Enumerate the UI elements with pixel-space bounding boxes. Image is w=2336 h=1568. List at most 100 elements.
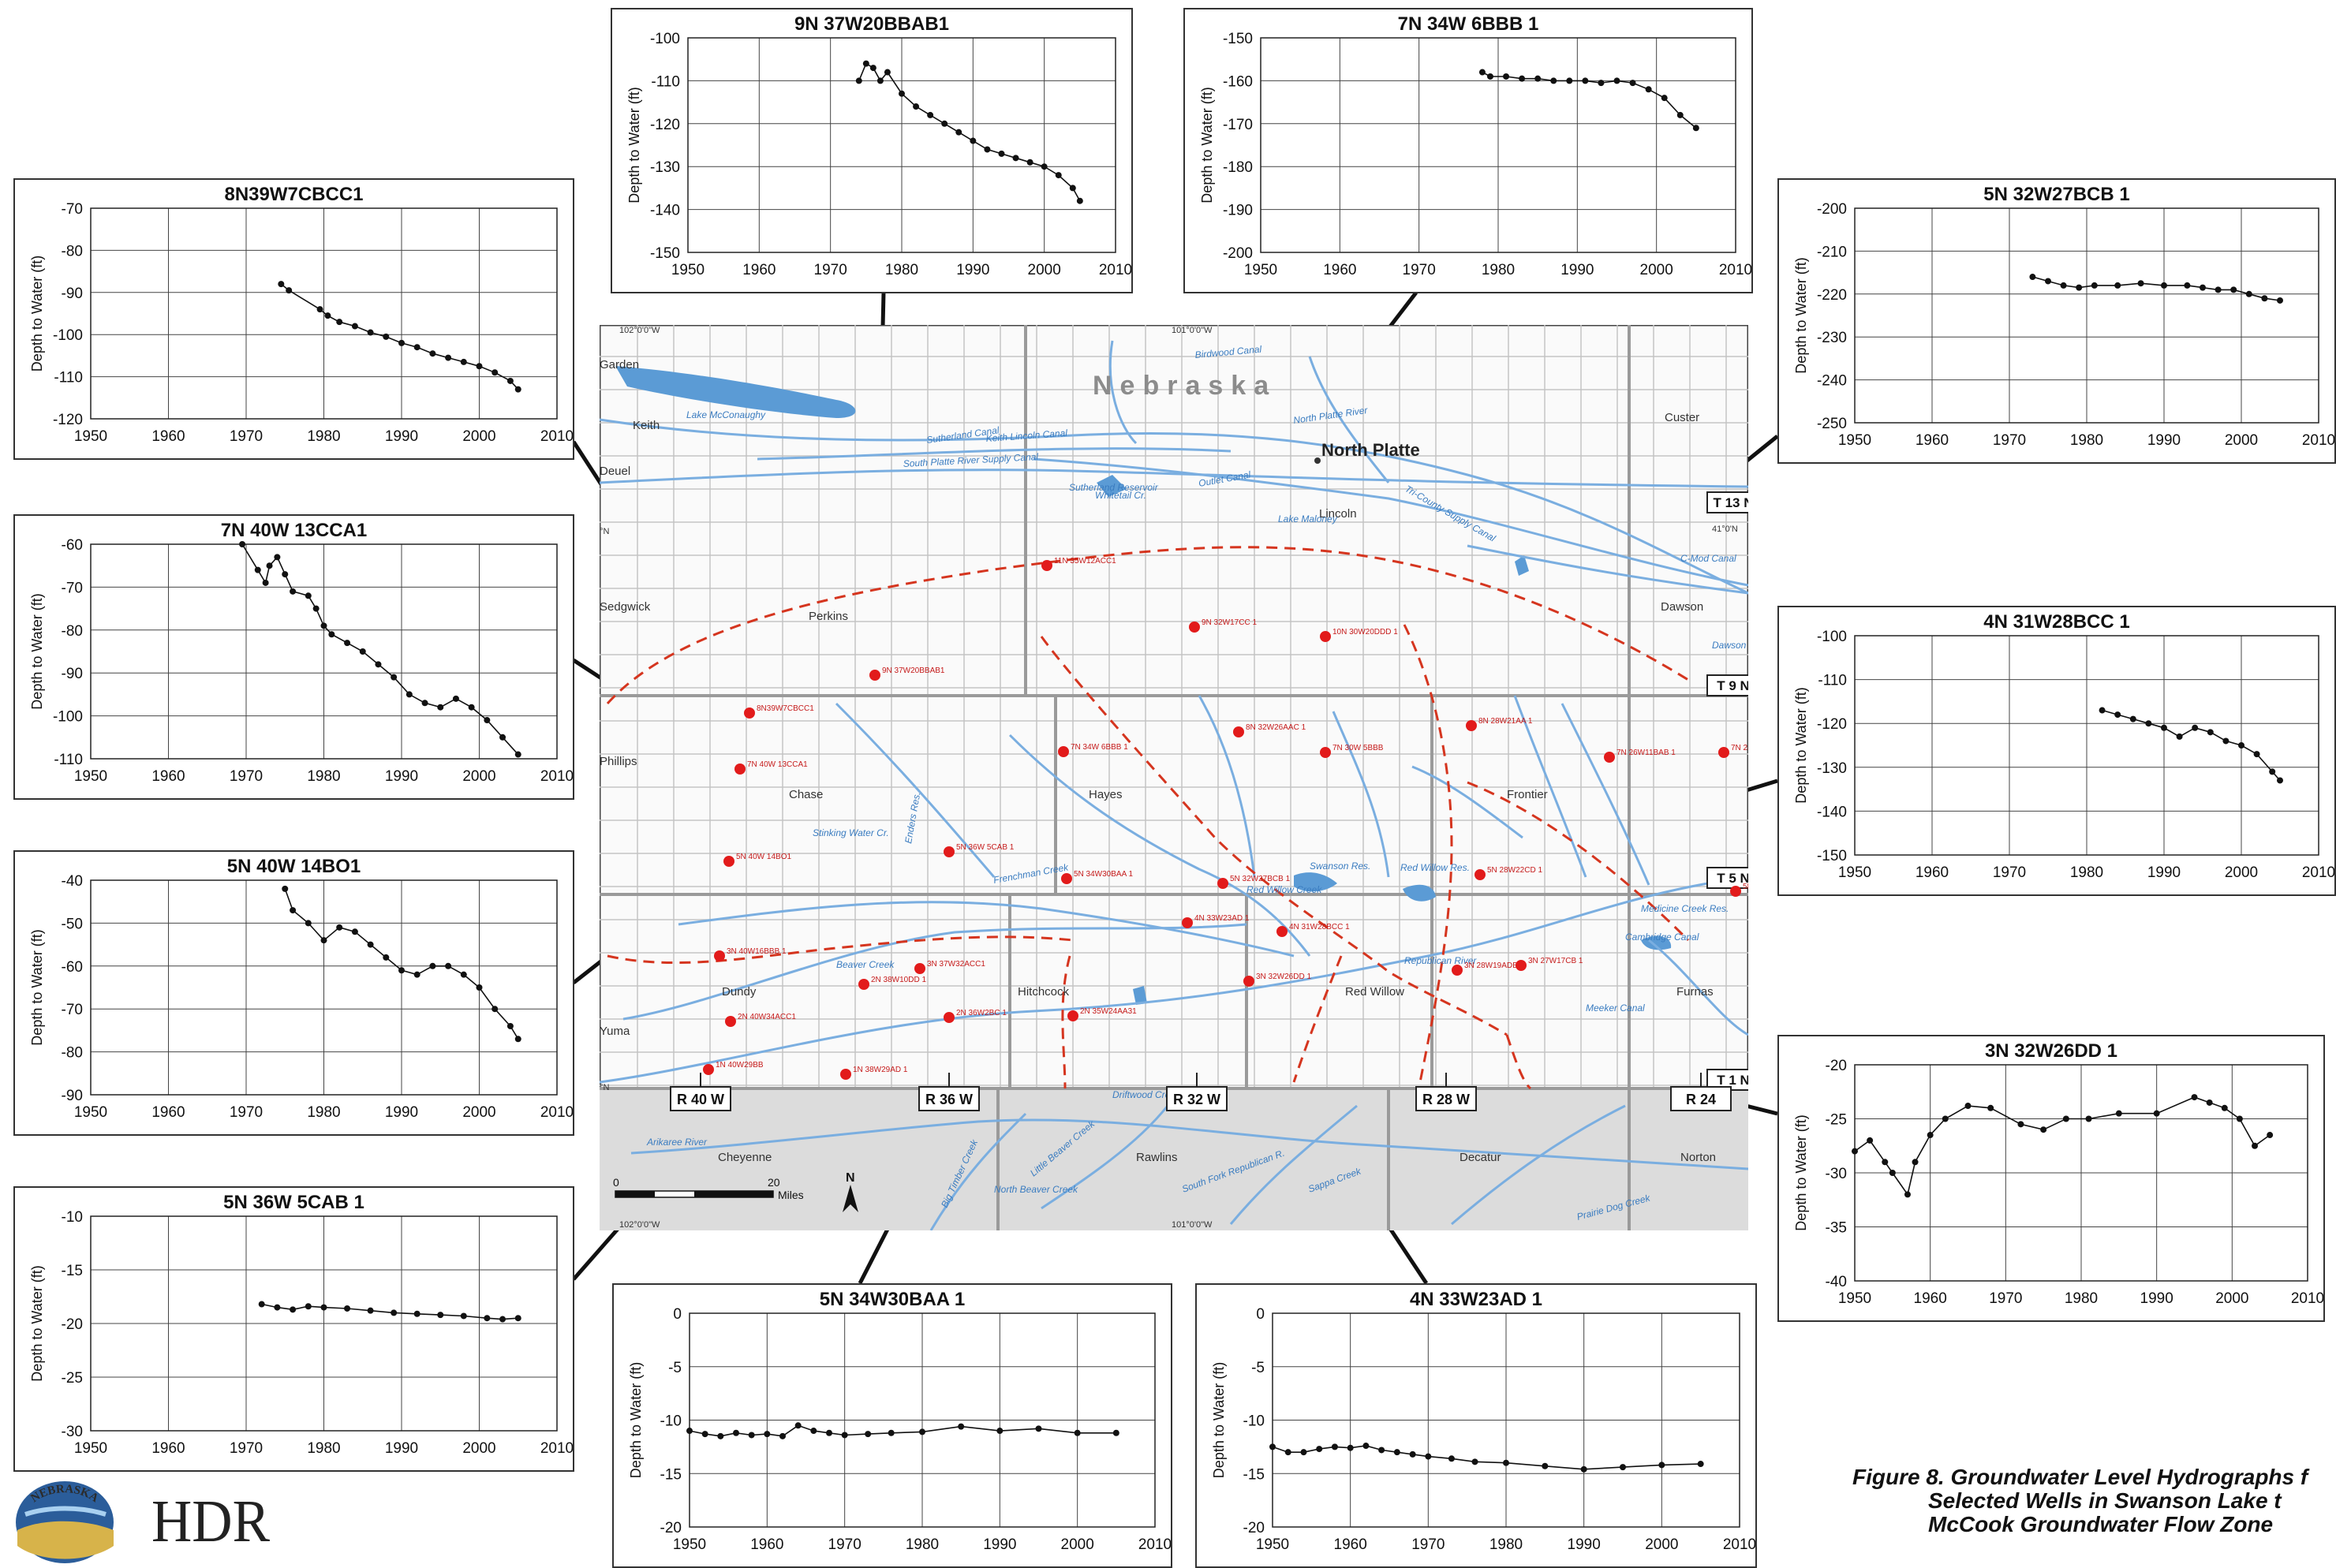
hydrograph-svg: 3N 32W26DD 1 1950 1960 1970 1980 1990 2000 2010…	[1793, 1040, 2323, 1307]
data-point	[984, 146, 991, 153]
township-box	[1706, 491, 1748, 513]
well-point	[1182, 917, 1193, 928]
x-tick-label: 1990	[2147, 864, 2181, 881]
data-point	[514, 1036, 521, 1043]
data-point	[2277, 297, 2283, 304]
water-label: Beaver Creek	[836, 959, 895, 970]
county-label: Garden	[600, 358, 639, 371]
chart-title: 5N 36W 5CAB 1	[223, 1192, 364, 1213]
state-label: Nebraska	[1093, 371, 1276, 401]
x-tick-label: 1990	[385, 1440, 418, 1457]
data-point	[1055, 172, 1062, 179]
plot-frame	[1854, 1064, 2308, 1282]
x-tick-label: 2010	[1723, 1536, 1755, 1553]
y-tick-label: -90	[62, 666, 83, 682]
x-tick-label: 1990	[385, 1104, 418, 1121]
hydrograph-7N34W6BBB1: 7N 34W 6BBB 1 1950 1960 1970 1980 1990 2000 201…	[1183, 8, 1753, 293]
well-label: 7N 30W 5BBB	[1332, 744, 1384, 752]
data-point	[899, 90, 905, 97]
range-label: R 24	[1686, 1092, 1716, 1107]
x-tick-label: 1960	[750, 1536, 783, 1553]
x-tick-label: 1960	[151, 1104, 185, 1121]
y-tick-label: -20	[1243, 1520, 1265, 1536]
graticule-label: 101°0'0"W	[1172, 1220, 1213, 1230]
data-point	[1852, 1148, 1858, 1155]
chart-title: 5N 34W30BAA 1	[820, 1289, 966, 1310]
x-tick-label: 1980	[307, 428, 340, 445]
well-label: 3N 28W19ADB 1	[1464, 961, 1525, 970]
y-tick-label: -70	[62, 580, 83, 596]
county-boundaries	[600, 325, 1748, 1230]
hydrograph-svg: 4N 31W28BCC 1 1950 1960 1970 1980 1990 2000 201…	[1793, 611, 2334, 881]
plot-frame	[90, 879, 558, 1096]
y-tick-label: -10	[660, 1413, 682, 1430]
well-label: 5N 32W27BCB 1	[1230, 875, 1291, 883]
township-label: T 9 N	[1717, 678, 1748, 693]
y-axis-label: Depth to Water (ft)	[29, 256, 45, 371]
data-point	[1378, 1447, 1385, 1454]
hydrograph-svg: 5N 36W 5CAB 1 1950 1960 1970 1980 1990 2000 201…	[29, 1192, 573, 1457]
water-label: C-Mod Canal	[1680, 553, 1736, 564]
y-axis-label: Depth to Water (ft)	[29, 593, 45, 709]
data-point	[876, 77, 884, 84]
data-point	[282, 571, 289, 578]
data-point	[278, 281, 285, 288]
series-line	[261, 1303, 518, 1320]
well-point	[703, 1064, 714, 1075]
data-point	[286, 287, 293, 294]
data-point	[2253, 751, 2260, 758]
county-label: Deuel	[600, 465, 630, 478]
data-point	[413, 344, 420, 351]
data-point	[1035, 1425, 1042, 1432]
water-label: Stinking Water Cr.	[813, 827, 889, 838]
well-point	[869, 670, 880, 681]
scale-label: 0	[613, 1176, 619, 1189]
x-tick-label: 2000	[1028, 262, 1061, 278]
data-point	[748, 1432, 755, 1439]
data-point	[941, 120, 948, 127]
well-label: 2N 40W34ACC1	[738, 1013, 796, 1021]
data-point	[254, 566, 261, 573]
well-label: 9N 37W20BBAB1	[882, 666, 945, 675]
x-tick-label: 1950	[1838, 864, 1871, 881]
scale-bar-segment	[694, 1191, 773, 1197]
data-point	[344, 640, 351, 647]
data-point	[1478, 69, 1486, 76]
data-point	[274, 1304, 281, 1311]
data-point	[452, 695, 459, 702]
y-tick-label: -160	[1223, 73, 1253, 90]
nebraska-logo: NEBRASKA	[16, 1481, 114, 1563]
scale-label: 20	[768, 1176, 780, 1189]
y-tick-label: -10	[62, 1209, 83, 1226]
well-label: 8N39W7CBCC1	[757, 704, 814, 713]
chart-title: 3N 32W26DD 1	[1985, 1040, 2117, 1062]
data-point	[1362, 1443, 1370, 1450]
x-tick-label: 1970	[230, 768, 263, 785]
data-point	[1542, 1462, 1549, 1469]
x-tick-label: 2010	[2291, 1290, 2323, 1307]
y-tick-label: -40	[62, 873, 83, 890]
data-point	[367, 941, 374, 948]
data-point	[1580, 1465, 1587, 1473]
y-tick-label: -70	[62, 1002, 83, 1018]
well-point	[1516, 960, 1527, 971]
chart-title: 5N 32W27BCB 1	[1983, 184, 2129, 205]
data-point	[491, 369, 499, 376]
data-point	[429, 350, 436, 357]
plot-frame	[1854, 635, 2319, 856]
x-tick-label: 1980	[307, 1440, 340, 1457]
x-tick-label: 1950	[1838, 1290, 1871, 1307]
y-tick-label: -60	[62, 537, 83, 554]
data-point	[2245, 290, 2252, 297]
y-axis-label: Depth to Water (ft)	[1793, 257, 1809, 373]
well-label: 4N 31W28BCC 1	[1289, 923, 1350, 931]
data-point	[506, 1022, 514, 1029]
range-box	[918, 1086, 980, 1111]
well-label: 7N 26W11BAB 1	[1617, 749, 1676, 757]
data-point	[383, 954, 390, 961]
data-point	[2252, 1142, 2259, 1149]
county-label: Lincoln	[1319, 507, 1357, 521]
x-tick-label: 2010	[2302, 432, 2334, 449]
range-label: R 36 W	[925, 1092, 973, 1107]
range-box	[670, 1086, 731, 1111]
